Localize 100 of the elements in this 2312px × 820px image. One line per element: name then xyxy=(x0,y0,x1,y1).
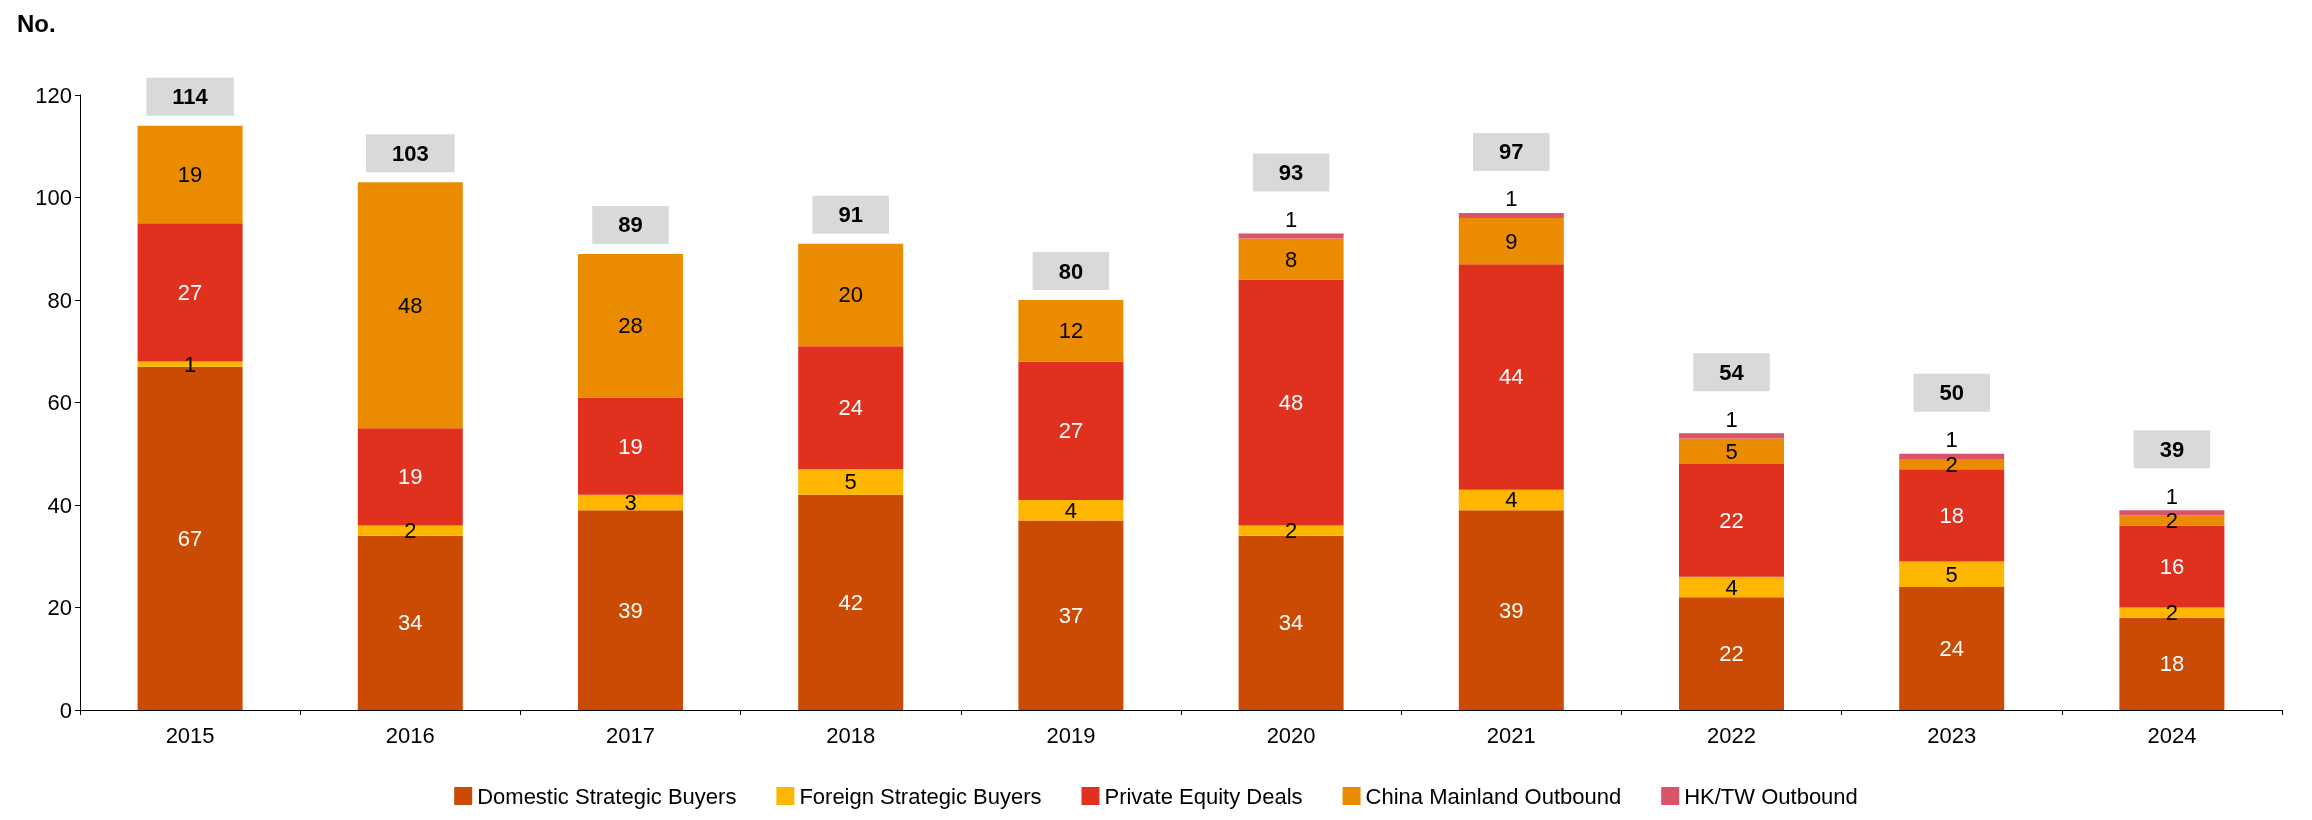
x-tick-label: 2017 xyxy=(606,722,655,748)
legend-label: Foreign Strategic Buyers xyxy=(799,783,1042,809)
bar xyxy=(1679,464,1784,577)
legend-label: Domestic Strategic Buyers xyxy=(477,783,737,809)
data-label: 9 xyxy=(1505,228,1518,254)
data-label: 28 xyxy=(618,313,643,339)
data-label: 39 xyxy=(618,597,643,623)
data-label: 2 xyxy=(2165,600,2179,626)
bar xyxy=(1899,561,2005,587)
bar xyxy=(1899,587,2005,710)
bar xyxy=(1899,458,2005,470)
total-label: 54 xyxy=(1719,359,1745,385)
x-tick-label: 2019 xyxy=(1046,722,1096,748)
total-label: 39 xyxy=(2159,436,2185,462)
data-label: 19 xyxy=(177,161,203,187)
x-tick-label: 2023 xyxy=(1927,722,1977,748)
data-label: 4 xyxy=(1505,487,1518,513)
legend-label: HK/TW Outbound xyxy=(1684,783,1858,809)
bar xyxy=(798,243,904,347)
data-label: 34 xyxy=(398,610,423,636)
x-tick-label: 2022 xyxy=(1707,722,1756,748)
data-label: 1 xyxy=(1505,186,1518,212)
y-tick-label: 40 xyxy=(47,492,72,518)
data-label: 4 xyxy=(1725,574,1738,600)
bar xyxy=(1018,520,1124,710)
data-label: 2 xyxy=(2165,507,2179,533)
bar xyxy=(1018,499,1124,521)
y-tick-label: 20 xyxy=(47,595,72,620)
data-label: 24 xyxy=(1939,636,1964,661)
bar xyxy=(578,397,683,495)
bar xyxy=(1899,453,2005,459)
bar xyxy=(1238,525,1344,536)
total-label: 50 xyxy=(1939,380,1964,406)
y-tick-label: 100 xyxy=(35,185,72,210)
bar xyxy=(1458,218,1564,265)
data-label: 67 xyxy=(177,525,203,551)
data-label: 39 xyxy=(1499,597,1524,623)
bar xyxy=(578,494,683,511)
data-label: 1 xyxy=(1945,427,1958,453)
total-label: 91 xyxy=(838,202,863,228)
data-label: 22 xyxy=(1719,507,1744,533)
data-label: 27 xyxy=(177,279,203,305)
bar xyxy=(2119,515,2225,526)
data-label: 16 xyxy=(2159,554,2185,579)
data-label: 37 xyxy=(1058,602,1084,628)
bar xyxy=(1679,576,1784,598)
data-label: 34 xyxy=(1278,610,1304,636)
data-label: 18 xyxy=(2159,651,2185,677)
bar xyxy=(578,510,683,710)
total-label: 93 xyxy=(1278,159,1304,185)
bar xyxy=(1458,510,1564,710)
bar xyxy=(1458,264,1564,490)
bar xyxy=(798,346,904,470)
data-label: 18 xyxy=(1939,502,1964,528)
data-label: 2 xyxy=(1945,451,1958,477)
x-tick-label: 2016 xyxy=(385,722,435,748)
y-tick-label: 80 xyxy=(47,287,72,313)
data-label: 22 xyxy=(1719,641,1744,667)
bar xyxy=(1679,438,1784,464)
bar xyxy=(1679,597,1784,710)
data-label: 24 xyxy=(838,395,863,421)
bar xyxy=(357,525,463,536)
bar xyxy=(798,494,904,710)
total-label: 114 xyxy=(172,84,209,110)
x-tick-label: 2015 xyxy=(165,722,215,748)
data-label: 2 xyxy=(404,518,417,544)
data-label: 4 xyxy=(1064,497,1078,523)
bar xyxy=(798,469,904,495)
total-label: 103 xyxy=(391,140,429,166)
data-label: 19 xyxy=(618,433,643,459)
bar xyxy=(1458,212,1564,218)
x-tick-label: 2021 xyxy=(1486,722,1536,748)
data-label: 2 xyxy=(1284,518,1298,544)
x-tick-label: 2024 xyxy=(2147,722,2197,748)
data-label: 42 xyxy=(838,589,863,615)
bar xyxy=(1238,238,1344,280)
data-label: 48 xyxy=(1278,390,1304,415)
total-label: 80 xyxy=(1058,258,1084,284)
data-label: 27 xyxy=(1058,418,1084,444)
data-label: 1 xyxy=(2165,483,2179,509)
legend-label: Private Equity Deals xyxy=(1104,783,1303,809)
y-tick-label: 0 xyxy=(59,697,72,723)
data-label: 5 xyxy=(844,469,857,495)
bar xyxy=(578,253,683,398)
data-label: 48 xyxy=(398,292,423,318)
x-tick-label: 2018 xyxy=(826,722,876,748)
bar xyxy=(2119,607,2225,618)
bar xyxy=(1018,361,1124,500)
total-label: 97 xyxy=(1499,139,1524,165)
x-tick-label: 2020 xyxy=(1266,722,1316,748)
bar xyxy=(137,125,243,224)
data-label: 3 xyxy=(624,489,637,515)
y-axis-title: No. xyxy=(17,9,56,37)
bar xyxy=(1458,489,1564,511)
data-label: 1 xyxy=(1284,206,1298,232)
legend-label: China Mainland Outbound xyxy=(1365,783,1622,809)
bar xyxy=(1679,433,1784,439)
y-tick-label: 60 xyxy=(47,390,72,415)
y-tick-label: 120 xyxy=(35,82,72,108)
bar xyxy=(357,182,463,429)
